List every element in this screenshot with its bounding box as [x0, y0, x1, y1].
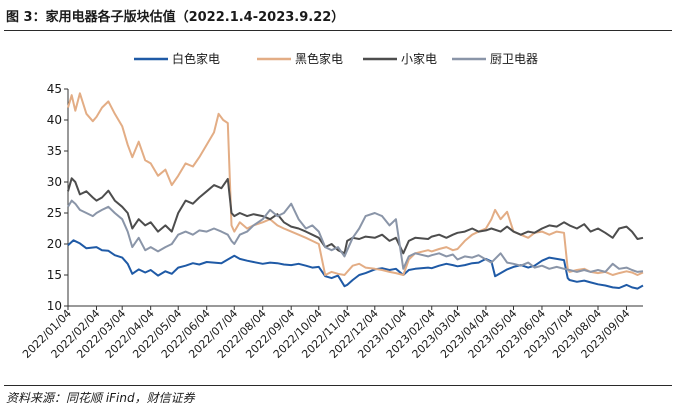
y-tick-label: 10 [47, 299, 62, 313]
series-line-3 [67, 177, 644, 255]
y-tick-label: 45 [47, 82, 62, 96]
y-tick-label: 35 [47, 144, 62, 158]
x-axis: 2022/01/042022/02/042022/03/042022/04/04… [20, 305, 643, 361]
y-axis: 10 15 20 25 30 35 40 45 [47, 82, 69, 313]
legend-label-3: 小家电 [401, 51, 437, 66]
chart-area: 白色家电 黑色家电 小家电 厨卫电器 10 15 20 25 30 35 40 45 2022/01… [20, 51, 644, 361]
chart-title: 图 3：家用电器各子版块估值（2022.1.4-2023.9.22） [6, 10, 345, 25]
legend: 白色家电 黑色家电 小家电 厨卫电器 [134, 51, 538, 66]
series-line-2 [67, 92, 644, 276]
series-line-1 [67, 239, 644, 290]
bottom-rule [4, 385, 672, 386]
legend-label-4: 厨卫电器 [490, 52, 538, 66]
source-note: 资料来源：同花顺 iFind，财信证券 [6, 391, 195, 405]
y-tick-label: 15 [47, 268, 62, 282]
y-tick-label: 20 [47, 237, 62, 251]
top-rule [4, 30, 672, 31]
legend-label-2: 黑色家电 [295, 51, 343, 66]
plot-series [67, 92, 644, 290]
y-tick-label: 25 [47, 206, 62, 220]
y-tick-label: 40 [47, 113, 62, 127]
legend-label-1: 白色家电 [172, 51, 220, 66]
y-tick-label: 30 [47, 175, 62, 189]
series-line-4 [67, 199, 644, 273]
